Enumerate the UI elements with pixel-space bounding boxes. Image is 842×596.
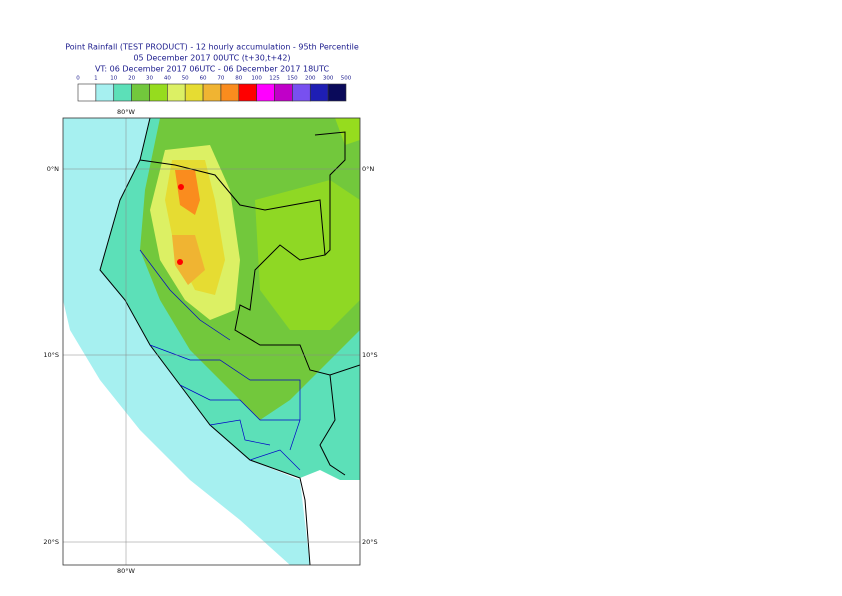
legend-label: 10 bbox=[110, 76, 117, 82]
lat-label: 0°N bbox=[362, 165, 374, 173]
legend-swatch bbox=[274, 83, 293, 102]
legend-swatch bbox=[309, 83, 329, 102]
legend-label: 20 bbox=[128, 76, 135, 82]
legend-swatch bbox=[327, 83, 347, 102]
lon-label: 80°W bbox=[117, 108, 136, 116]
legend-label: 0 bbox=[76, 76, 80, 82]
legend-swatch bbox=[167, 83, 186, 102]
legend-swatch bbox=[202, 83, 222, 102]
lat-label: 10°S bbox=[362, 351, 378, 359]
legend-swatch bbox=[220, 83, 240, 102]
legend-label: 40 bbox=[164, 76, 171, 82]
legend-label: 300 bbox=[323, 76, 334, 82]
legend-label: 100 bbox=[251, 76, 262, 82]
valid-time: VT: 06 December 2017 06UTC - 06 December… bbox=[95, 65, 329, 74]
lat-label: 10°S bbox=[43, 351, 59, 359]
legend-swatch bbox=[184, 83, 204, 102]
map-frame bbox=[62, 117, 361, 566]
legend-label: 200 bbox=[305, 76, 316, 82]
legend-swatch bbox=[131, 83, 150, 102]
legend-label: 50 bbox=[182, 76, 189, 82]
legend-swatch bbox=[238, 83, 257, 102]
map bbox=[63, 118, 360, 565]
legend-swatch bbox=[95, 83, 115, 102]
lat-label: 20°S bbox=[43, 538, 59, 546]
legend-label: 70 bbox=[217, 76, 224, 82]
legend-swatch bbox=[256, 83, 275, 102]
base-time: 05 December 2017 00UTC (t+30,t+42) bbox=[133, 54, 290, 63]
legend-label: 500 bbox=[341, 76, 352, 82]
legend-swatch bbox=[77, 83, 97, 102]
legend-label: 60 bbox=[200, 76, 207, 82]
legend: 0 1 10 20 30 40 50 60 70 80 100 125 150 200 300 500 bbox=[76, 76, 352, 102]
legend-label: 80 bbox=[235, 76, 242, 82]
lat-label: 0°N bbox=[47, 165, 59, 173]
legend-swatch bbox=[292, 83, 311, 102]
legend-label: 30 bbox=[146, 76, 153, 82]
legend-label: 1 bbox=[94, 76, 98, 82]
legend-label: 125 bbox=[269, 76, 280, 82]
legend-swatch bbox=[113, 83, 132, 102]
lat-label: 20°S bbox=[362, 538, 378, 546]
title: Point Rainfall (TEST PRODUCT) - 12 hourl… bbox=[65, 43, 359, 52]
legend-swatch bbox=[149, 83, 168, 102]
lon-label: 80°W bbox=[117, 567, 136, 575]
legend-label: 150 bbox=[287, 76, 298, 82]
